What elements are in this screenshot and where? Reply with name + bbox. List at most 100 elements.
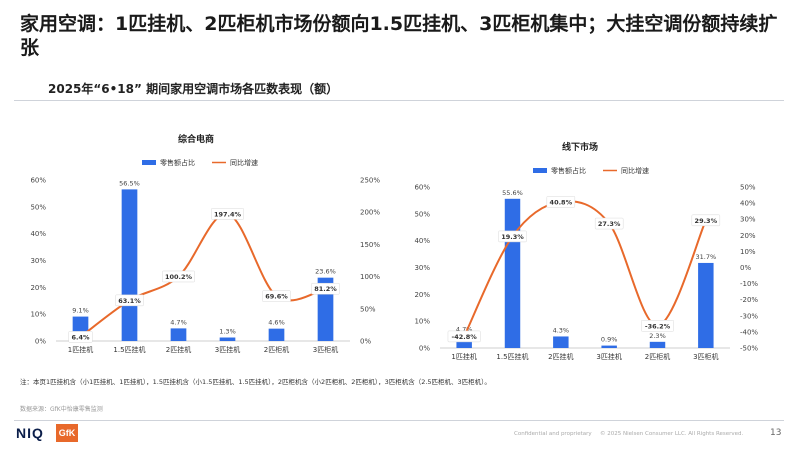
right-axis-tick-label: 0% <box>740 264 751 272</box>
line-value-label: 69.6% <box>265 293 288 301</box>
right-axis-tick-label: -50% <box>740 345 758 353</box>
bar-value-label: 56.5% <box>119 179 140 187</box>
right-axis-tick-label: -40% <box>740 328 758 336</box>
left-axis-tick-label: 10% <box>414 318 430 326</box>
x-axis-tick-label: 1匹挂机 <box>68 345 93 354</box>
line-label-box <box>311 282 340 295</box>
growth-line <box>79 212 326 338</box>
bar-value-label: 4.7% <box>456 325 473 333</box>
legend-bar-label: 零售额占比 <box>551 166 586 175</box>
line-value-label: 29.3% <box>695 217 718 225</box>
bar <box>121 189 138 341</box>
right-axis-tick-label: 250% <box>360 177 380 185</box>
line-value-label: -36.2% <box>645 322 671 330</box>
bar <box>698 262 714 348</box>
bar-value-label: 2.3% <box>649 332 666 340</box>
x-axis-tick-label: 2匹柜机 <box>645 352 670 361</box>
line-value-label: 100.2% <box>165 273 193 281</box>
bar <box>504 198 521 348</box>
right-axis-tick-label: 30% <box>740 216 756 224</box>
x-axis-tick-label: 1.5匹挂机 <box>113 345 145 354</box>
line-label-box <box>498 230 527 243</box>
bar-value-label: 23.6% <box>315 268 336 276</box>
legend-line-label: 同比增速 <box>230 158 258 167</box>
x-axis-tick-label: 3匹柜机 <box>693 352 718 361</box>
right-axis-tick-label: 100% <box>360 273 380 281</box>
header-divider <box>14 100 784 101</box>
line-label-box <box>262 290 291 302</box>
left-axis-tick-label: 40% <box>414 237 430 245</box>
left-axis-tick-label: 60% <box>414 184 430 192</box>
right-axis-tick-label: -10% <box>740 280 758 288</box>
line-value-label: 63.1% <box>118 297 141 305</box>
page-number: 13 <box>770 428 782 438</box>
line-label-box <box>68 331 93 343</box>
bar-value-label: 55.6% <box>502 189 523 197</box>
x-axis-tick-label: 2匹挂机 <box>548 352 573 361</box>
legend-line-label: 同比增速 <box>621 166 649 175</box>
line-value-label: 197.4% <box>214 210 242 218</box>
line-label-box <box>447 330 481 343</box>
bar-value-label: 9.1% <box>72 307 89 315</box>
right-axis-tick-label: 50% <box>740 184 756 192</box>
line-value-label: 81.2% <box>314 285 337 293</box>
bar <box>219 337 236 341</box>
line-value-label: 6.4% <box>71 333 90 341</box>
left-axis-tick-label: 50% <box>414 210 430 218</box>
line-value-label: 27.3% <box>598 220 621 228</box>
x-axis-tick-label: 2匹柜机 <box>264 345 289 354</box>
data-source: 数据来源：GfK中怡康零售监测 <box>20 406 103 413</box>
growth-line <box>463 200 707 337</box>
legend-bar-swatch <box>533 168 547 173</box>
bar-value-label: 1.3% <box>219 328 236 336</box>
left-axis-tick-label: 30% <box>30 257 46 265</box>
page-subtitle: 2025年“6•18” 期间家用空调市场各匹数表现（额） <box>48 82 339 96</box>
footer-divider <box>14 420 784 421</box>
x-axis-tick-label: 3匹柜机 <box>313 345 338 354</box>
footnote: 注：本页1匹挂机含（小1匹挂机、1匹挂机），1.5匹挂机含（小1.5匹挂机、1.… <box>20 378 491 386</box>
line-label-box <box>594 217 624 230</box>
bar-value-label: 4.3% <box>553 326 570 334</box>
bar <box>601 345 617 348</box>
line-label-box <box>162 270 195 283</box>
line-value-label: 40.8% <box>550 198 573 206</box>
x-axis-tick-label: 3匹挂机 <box>596 352 621 361</box>
left-axis-tick-label: 40% <box>30 230 46 238</box>
legend-bar-label: 零售额占比 <box>160 158 195 167</box>
right-axis-tick-label: 0% <box>360 338 371 346</box>
line-value-label: 19.3% <box>501 233 524 241</box>
line-label-box <box>641 320 674 332</box>
bar <box>649 341 666 348</box>
line-label-box <box>115 294 144 307</box>
line-label-box <box>211 208 244 220</box>
niq-logo: NIQ <box>16 425 44 441</box>
x-axis-tick-label: 1.5匹挂机 <box>496 352 528 361</box>
right-axis-tick-label: 200% <box>360 209 380 217</box>
x-axis-tick-label: 2匹挂机 <box>166 345 191 354</box>
page-title: 家用空调：1匹挂机、2匹柜机市场份额向1.5匹挂机、3匹柜机集中；大挂空调份额持… <box>20 13 778 59</box>
bar-value-label: 4.7% <box>170 318 187 326</box>
chart-title: 线下市场 <box>562 141 598 153</box>
left-axis-tick-label: 60% <box>30 177 46 185</box>
left-axis-tick-label: 20% <box>414 291 430 299</box>
right-axis-tick-label: 40% <box>740 200 756 208</box>
right-axis-tick-label: -30% <box>740 312 758 320</box>
bar <box>268 328 285 341</box>
line-label-box <box>691 214 721 227</box>
line-label-box <box>546 196 576 208</box>
bar-value-label: 31.7% <box>696 253 717 261</box>
right-axis-tick-label: -20% <box>740 296 758 304</box>
right-axis-tick-label: 10% <box>740 248 756 256</box>
bar-value-label: 4.6% <box>268 319 285 327</box>
x-axis-tick-label: 3匹挂机 <box>215 345 240 354</box>
bar <box>170 328 187 341</box>
left-axis-tick-label: 0% <box>419 345 430 353</box>
left-axis-tick-label: 50% <box>30 203 46 211</box>
left-axis-tick-label: 30% <box>414 264 430 272</box>
bar-value-label: 0.9% <box>601 336 618 344</box>
copyright-text: © 2025 Nielsen Consumer LLC. All Rights … <box>600 431 744 437</box>
bar <box>553 336 569 348</box>
right-axis-tick-label: 20% <box>740 232 756 240</box>
